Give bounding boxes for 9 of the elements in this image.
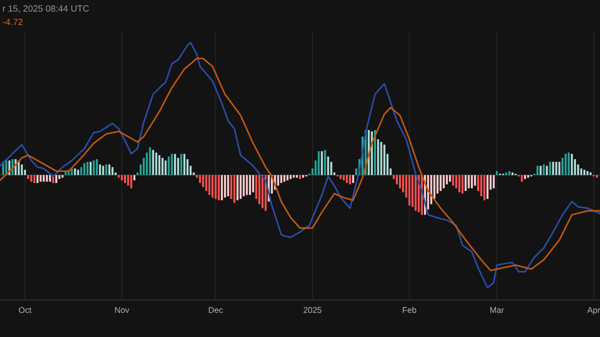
x-tick-label: Feb <box>402 306 416 313</box>
x-tick-label: Oct <box>18 307 32 313</box>
chart-title: r 15, 2025 08:44 UTC <box>3 5 89 13</box>
x-tick-label: 2025 <box>304 307 322 313</box>
x-tick-label: Nov <box>115 307 130 313</box>
x-tick-label: Dec <box>208 307 223 313</box>
x-tick-label: Apr <box>587 307 600 315</box>
text: -4.72 <box>2 18 23 26</box>
x-tick-label: Mar <box>490 307 504 313</box>
